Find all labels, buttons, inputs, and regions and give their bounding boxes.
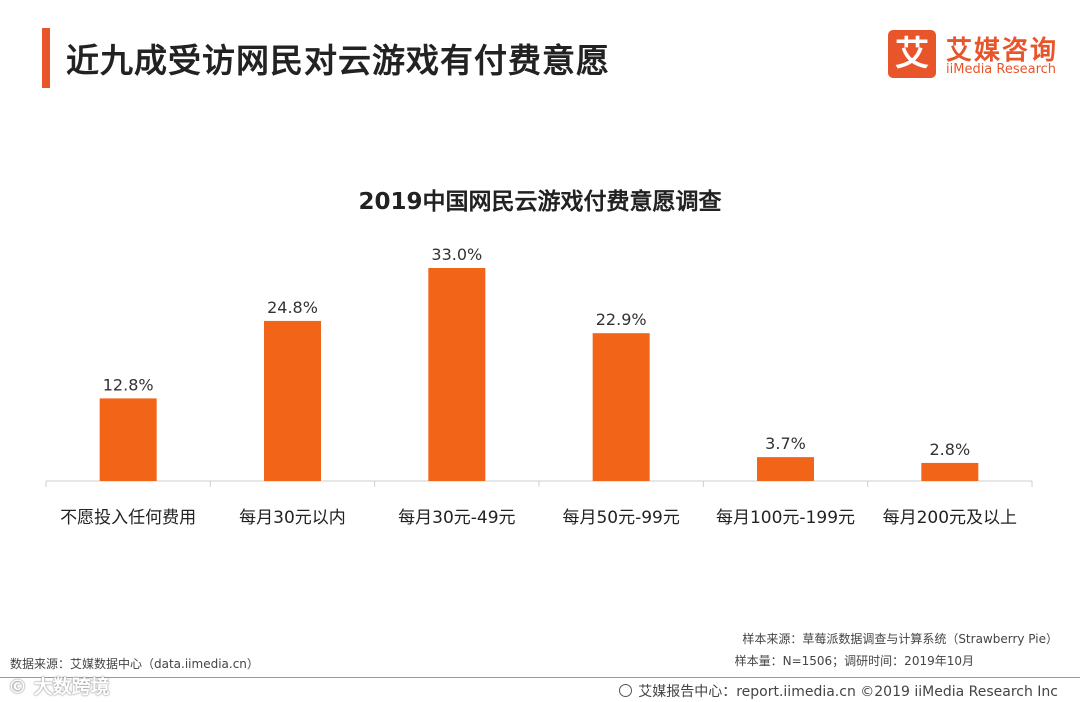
globe-icon	[619, 684, 633, 697]
watermark: © 大数跨境	[8, 676, 110, 698]
chart-title: 2019中国网民云游戏付费意愿调查	[358, 189, 722, 215]
category-label-5: 每月200元及以上	[883, 508, 1017, 528]
bar-4	[757, 457, 814, 481]
title-accent-bar	[42, 28, 50, 88]
bar-value-label-4: 3.7%	[765, 434, 806, 453]
category-label-2: 每月30元-49元	[398, 508, 515, 528]
footer-report-text: 艾媒报告中心：report.iimedia.cn ©2019 iiMedia R…	[638, 684, 1058, 700]
bar-chart: 12.8% 不愿投入任何费用 24.8% 每月30元以内 33.0% 每月30元-49元 2…	[45, 245, 1033, 528]
footer-divider	[0, 677, 1080, 678]
category-label-0: 不愿投入任何费用	[60, 508, 196, 528]
page-title: 近九成受访网民对云游戏有付费意愿	[66, 41, 610, 80]
bar-3	[592, 333, 650, 481]
sample-source-note: 样本来源：草莓派数据调查与计算系统（Strawberry Pie）	[742, 632, 1058, 646]
bar-0	[99, 398, 157, 481]
bar-value-label-0: 12.8%	[103, 375, 154, 394]
bar-value-label-5: 2.8%	[930, 440, 971, 459]
logo-name-cn: 艾媒咨询	[946, 36, 1059, 66]
bar-5	[921, 462, 979, 481]
logo-mark: 艾	[888, 30, 936, 78]
bar-1	[264, 320, 321, 481]
bar-value-label-2: 33.0%	[431, 245, 482, 264]
category-label-3: 每月50元-99元	[562, 508, 679, 528]
bar-value-label-3: 22.9%	[596, 310, 647, 329]
footer-report-center: 艾媒报告中心：report.iimedia.cn ©2019 iiMedia R…	[619, 681, 1058, 701]
sample-size-note: 样本量：N=1506；调研时间：2019年10月	[734, 654, 974, 668]
category-label-4: 每月100元-199元	[716, 508, 855, 528]
bar-2	[428, 268, 486, 481]
data-source-note: 数据来源：艾媒数据中心（data.iimedia.cn）	[10, 657, 259, 671]
category-label-1: 每月30元以内	[239, 508, 346, 528]
bar-value-label-1: 24.8%	[267, 298, 318, 317]
logo-name-en: iiMedia Research	[946, 62, 1057, 77]
